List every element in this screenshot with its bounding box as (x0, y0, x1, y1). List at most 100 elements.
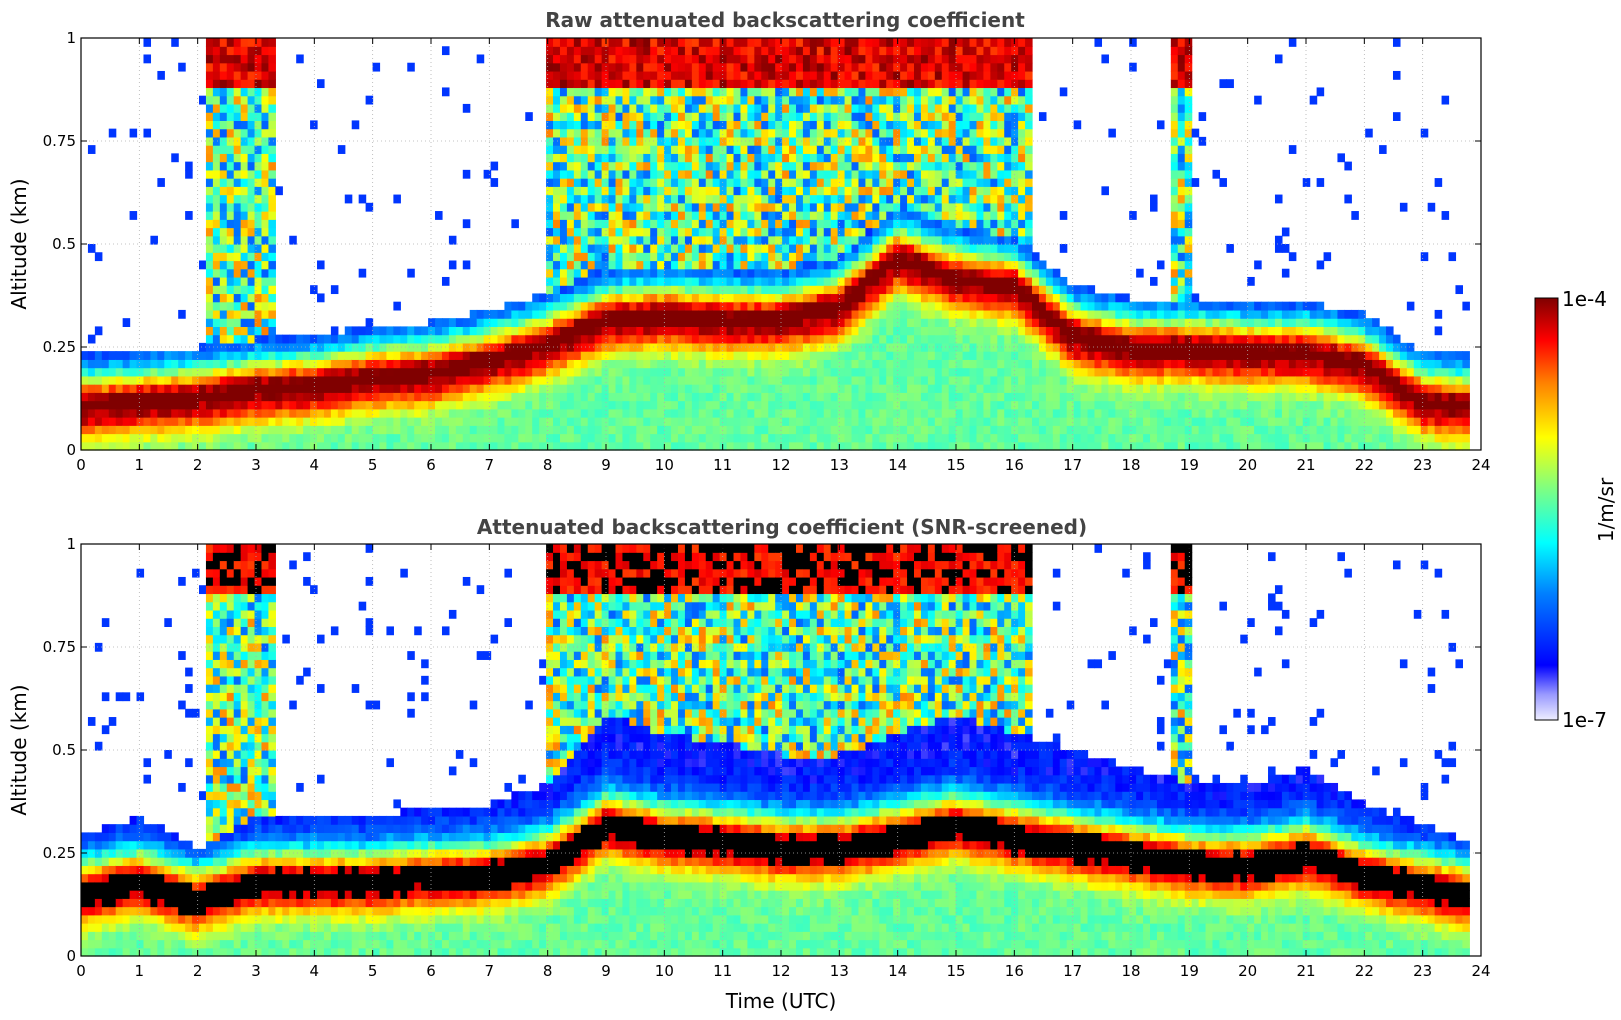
heatmap-cell (900, 103, 908, 113)
heatmap-cell (150, 441, 158, 451)
heatmap-cell (1018, 178, 1026, 187)
heatmap-cell (566, 268, 575, 278)
heatmap-cell (553, 441, 561, 451)
heatmap-cell (469, 375, 478, 385)
heatmap-cell (608, 87, 617, 97)
heatmap-cell (643, 301, 651, 311)
heatmap-cell (969, 227, 978, 237)
heatmap-cell (643, 169, 651, 179)
heatmap-cell (823, 400, 832, 410)
heatmap-cell (705, 211, 714, 220)
heatmap-cell (809, 433, 818, 443)
heatmap-cell (310, 425, 318, 435)
heatmap-cell (601, 326, 610, 336)
heatmap-cell (747, 285, 755, 295)
heatmap-cell (740, 46, 748, 56)
heatmap-cell (226, 417, 235, 426)
heatmap-cell (650, 153, 658, 163)
heatmap-cell (636, 211, 644, 220)
heatmap-cell (719, 169, 728, 179)
heatmap-cell (671, 367, 679, 377)
heatmap-cell (615, 301, 624, 311)
heatmap-cell (830, 408, 839, 418)
heatmap-cell (782, 425, 790, 435)
heatmap-cell (712, 145, 721, 154)
heatmap-cell (205, 318, 214, 327)
heatmap-cell (1011, 408, 1019, 418)
heatmap-cell (594, 334, 603, 344)
heatmap-cell (594, 219, 603, 229)
heatmap-cell (87, 351, 96, 360)
heatmap-cell (268, 178, 276, 187)
heatmap-cell (830, 318, 839, 327)
heatmap-cell (518, 400, 526, 410)
heatmap-cell (414, 375, 422, 385)
heatmap-cell (691, 342, 700, 352)
heatmap-cell (247, 54, 256, 64)
heatmap-cell (1025, 46, 1033, 56)
heatmap-cell (886, 235, 894, 245)
heatmap-cell (955, 318, 964, 327)
heatmap-cell (927, 425, 936, 435)
heatmap-cell (754, 38, 762, 47)
heatmap-cell (240, 351, 249, 360)
heatmap-cell (129, 408, 138, 418)
heatmap-cell (511, 219, 519, 229)
heatmap-cell (601, 392, 610, 402)
heatmap-cell (393, 417, 401, 426)
heatmap-cell (247, 318, 256, 327)
heatmap-cell (941, 211, 950, 220)
heatmap-cell (872, 87, 880, 97)
heatmap-cell (462, 367, 471, 377)
heatmap-cell (733, 276, 742, 286)
heatmap-cell (830, 417, 839, 426)
heatmap-cell (962, 70, 971, 80)
heatmap-cell (1045, 359, 1054, 369)
heatmap-cell (858, 87, 867, 97)
heatmap-cell (421, 326, 429, 336)
heatmap-cell (1052, 285, 1061, 295)
heatmap-cell (920, 285, 929, 295)
heatmap-cell (178, 408, 186, 418)
heatmap-cell (636, 112, 644, 121)
heatmap-cell (178, 375, 186, 385)
heatmap-cell (698, 128, 707, 138)
heatmap-cell (643, 318, 651, 327)
heatmap-cell (226, 169, 235, 179)
heatmap-cell (212, 334, 221, 344)
heatmap-cell (254, 285, 263, 295)
heatmap-cell (573, 252, 582, 262)
heatmap-cell (608, 62, 617, 72)
heatmap-cell (240, 153, 249, 163)
heatmap-cell (740, 268, 748, 278)
heatmap-cell (664, 301, 672, 311)
heatmap-cell (129, 351, 138, 360)
heatmap-cell (261, 301, 270, 311)
heatmap-cell (226, 326, 235, 336)
heatmap-cell (754, 153, 762, 163)
heatmap-cell (865, 375, 873, 385)
heatmap-cell (559, 54, 568, 64)
heatmap-cell (872, 408, 880, 418)
heatmap-cell (934, 186, 943, 196)
heatmap-cell (754, 375, 762, 385)
heatmap-cell (233, 169, 242, 179)
heatmap-cell (226, 178, 235, 187)
heatmap-cell (275, 425, 283, 435)
heatmap-cell (795, 227, 804, 237)
heatmap-cell (941, 384, 950, 393)
heatmap-cell (955, 79, 964, 89)
heatmap-cell (969, 244, 978, 253)
heatmap-cell (247, 400, 256, 410)
heatmap-cell (934, 433, 943, 443)
heatmap-cell (747, 54, 755, 64)
heatmap-cell (865, 309, 873, 319)
heatmap-cell (795, 326, 804, 336)
heatmap-cell (643, 38, 651, 47)
heatmap-cell (636, 260, 644, 270)
heatmap-cell (157, 359, 165, 369)
heatmap-cell (1004, 194, 1012, 204)
heatmap-cell (1018, 268, 1026, 278)
heatmap-cell (969, 103, 978, 113)
heatmap-cell (643, 194, 651, 204)
